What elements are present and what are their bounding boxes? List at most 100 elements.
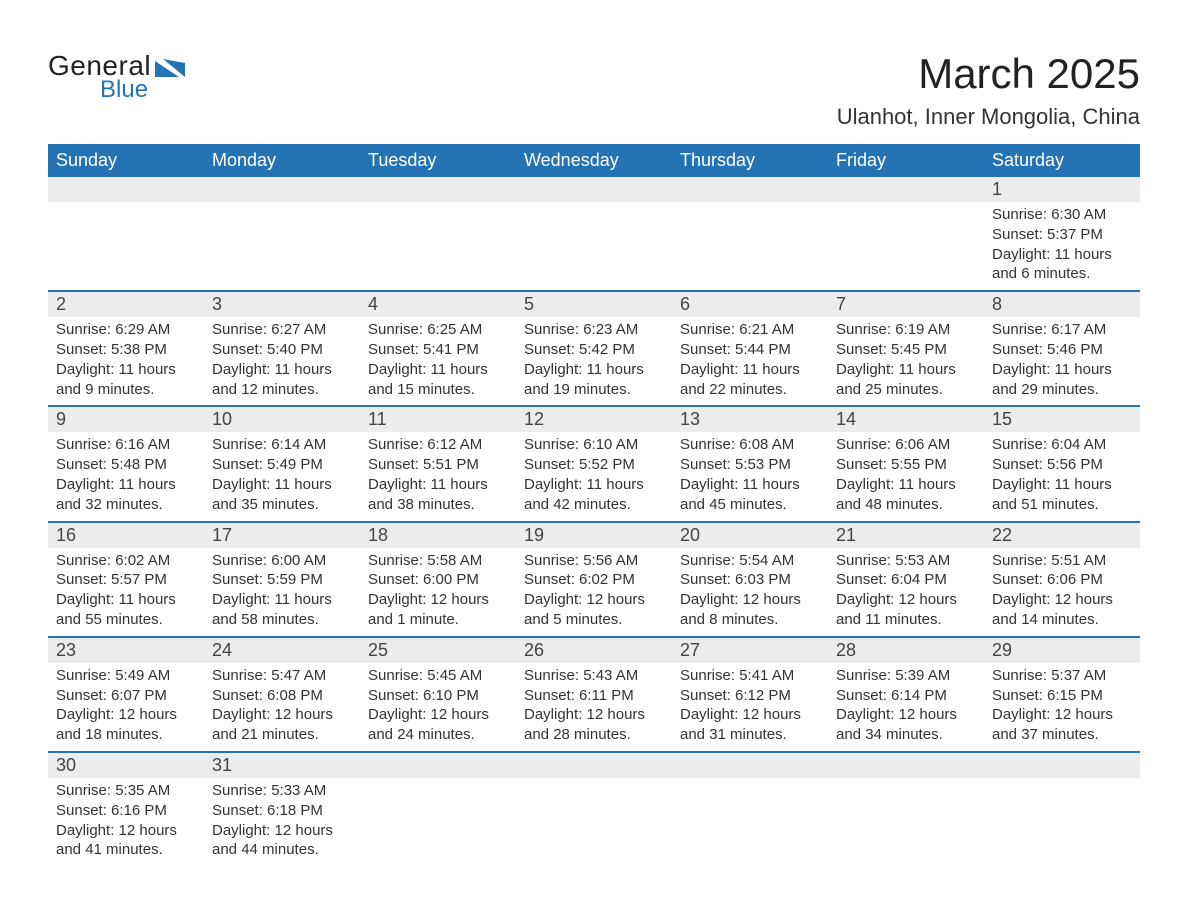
calendar-day-cell: 1Sunrise: 6:30 AMSunset: 5:37 PMDaylight… (984, 177, 1140, 291)
sunrise-value: 5:35 AM (115, 782, 170, 799)
sunrise-line: Sunrise: 5:33 AM (212, 781, 352, 801)
day-number: 5 (516, 292, 672, 317)
sunrise-value: 6:17 AM (1051, 321, 1106, 338)
sunset-label: Sunset: (680, 341, 735, 358)
calendar-day-cell: 15Sunrise: 6:04 AMSunset: 5:56 PMDayligh… (984, 406, 1140, 521)
sunrise-label: Sunrise: (992, 436, 1051, 453)
weekday-header: Sunday (48, 144, 204, 177)
daylight-line: Daylight: 12 hours and 37 minutes. (992, 705, 1132, 745)
day-details: Sunrise: 5:47 AMSunset: 6:08 PMDaylight:… (204, 663, 360, 751)
daylight-line: Daylight: 12 hours and 8 minutes. (680, 590, 820, 630)
daylight-line: Daylight: 11 hours and 35 minutes. (212, 475, 352, 515)
daylight-line: Daylight: 11 hours and 29 minutes. (992, 360, 1132, 400)
daylight-label: Daylight: (524, 706, 587, 723)
sunrise-value: 6:12 AM (427, 436, 482, 453)
day-details (516, 778, 672, 854)
daylight-line: Daylight: 11 hours and 15 minutes. (368, 360, 508, 400)
day-number: 18 (360, 523, 516, 548)
daylight-line: Daylight: 11 hours and 55 minutes. (56, 590, 196, 630)
day-details (672, 778, 828, 854)
day-number: 14 (828, 407, 984, 432)
calendar-table: SundayMondayTuesdayWednesdayThursdayFrid… (48, 144, 1140, 866)
sunrise-value: 5:51 AM (1051, 552, 1106, 569)
sunrise-value: 6:06 AM (895, 436, 950, 453)
sunrise-line: Sunrise: 5:41 AM (680, 666, 820, 686)
daylight-line: Daylight: 12 hours and 24 minutes. (368, 705, 508, 745)
calendar-day-cell: 11Sunrise: 6:12 AMSunset: 5:51 PMDayligh… (360, 406, 516, 521)
sunset-value: 5:49 PM (267, 456, 323, 473)
sunset-value: 5:45 PM (891, 341, 947, 358)
daylight-line: Daylight: 11 hours and 45 minutes. (680, 475, 820, 515)
sunset-value: 6:03 PM (735, 571, 791, 588)
calendar-day-cell: 24Sunrise: 5:47 AMSunset: 6:08 PMDayligh… (204, 637, 360, 752)
sunrise-label: Sunrise: (56, 667, 115, 684)
sunrise-label: Sunrise: (212, 667, 271, 684)
daylight-line: Daylight: 11 hours and 19 minutes. (524, 360, 664, 400)
calendar-day-cell: 2Sunrise: 6:29 AMSunset: 5:38 PMDaylight… (48, 291, 204, 406)
sunrise-line: Sunrise: 5:35 AM (56, 781, 196, 801)
day-details: Sunrise: 6:06 AMSunset: 5:55 PMDaylight:… (828, 432, 984, 520)
daylight-label: Daylight: (680, 706, 743, 723)
day-number: 8 (984, 292, 1140, 317)
day-number: 30 (48, 753, 204, 778)
day-details: Sunrise: 5:51 AMSunset: 6:06 PMDaylight:… (984, 548, 1140, 636)
daylight-line: Daylight: 12 hours and 28 minutes. (524, 705, 664, 745)
day-details (828, 202, 984, 278)
sunrise-value: 6:27 AM (271, 321, 326, 338)
calendar-day-cell: 25Sunrise: 5:45 AMSunset: 6:10 PMDayligh… (360, 637, 516, 752)
calendar-day-cell (48, 177, 204, 291)
sunset-value: 6:12 PM (735, 687, 791, 704)
sunrise-line: Sunrise: 6:30 AM (992, 205, 1132, 225)
sunrise-label: Sunrise: (368, 321, 427, 338)
calendar-day-cell: 22Sunrise: 5:51 AMSunset: 6:06 PMDayligh… (984, 522, 1140, 637)
day-details: Sunrise: 5:45 AMSunset: 6:10 PMDaylight:… (360, 663, 516, 751)
page-header: General Blue March 2025 Ulanhot, Inner M… (48, 50, 1140, 130)
daylight-line: Daylight: 11 hours and 22 minutes. (680, 360, 820, 400)
sunset-value: 6:18 PM (267, 802, 323, 819)
calendar-day-cell (828, 752, 984, 866)
day-number: 22 (984, 523, 1140, 548)
daylight-label: Daylight: (212, 591, 275, 608)
sunset-line: Sunset: 6:18 PM (212, 801, 352, 821)
calendar-day-cell: 8Sunrise: 6:17 AMSunset: 5:46 PMDaylight… (984, 291, 1140, 406)
sunrise-label: Sunrise: (368, 552, 427, 569)
sunset-label: Sunset: (992, 687, 1047, 704)
calendar-day-cell: 7Sunrise: 6:19 AMSunset: 5:45 PMDaylight… (828, 291, 984, 406)
daylight-line: Daylight: 12 hours and 14 minutes. (992, 590, 1132, 630)
calendar-week-row: 9Sunrise: 6:16 AMSunset: 5:48 PMDaylight… (48, 406, 1140, 521)
day-details (48, 202, 204, 278)
sunset-label: Sunset: (56, 802, 111, 819)
day-details: Sunrise: 6:25 AMSunset: 5:41 PMDaylight:… (360, 317, 516, 405)
day-details: Sunrise: 6:21 AMSunset: 5:44 PMDaylight:… (672, 317, 828, 405)
sunrise-label: Sunrise: (836, 552, 895, 569)
daylight-label: Daylight: (524, 591, 587, 608)
sunset-label: Sunset: (212, 341, 267, 358)
sunset-label: Sunset: (212, 802, 267, 819)
sunrise-value: 5:43 AM (583, 667, 638, 684)
sunset-line: Sunset: 6:08 PM (212, 686, 352, 706)
calendar-day-cell (360, 752, 516, 866)
day-details: Sunrise: 6:30 AMSunset: 5:37 PMDaylight:… (984, 202, 1140, 290)
daylight-label: Daylight: (524, 361, 587, 378)
sunrise-value: 6:21 AM (739, 321, 794, 338)
daylight-line: Daylight: 11 hours and 51 minutes. (992, 475, 1132, 515)
sunset-value: 5:37 PM (1047, 226, 1103, 243)
day-details: Sunrise: 5:49 AMSunset: 6:07 PMDaylight:… (48, 663, 204, 751)
sunrise-value: 6:23 AM (583, 321, 638, 338)
sunrise-line: Sunrise: 6:10 AM (524, 435, 664, 455)
calendar-day-cell: 6Sunrise: 6:21 AMSunset: 5:44 PMDaylight… (672, 291, 828, 406)
sunset-line: Sunset: 5:49 PM (212, 455, 352, 475)
daylight-line: Daylight: 11 hours and 48 minutes. (836, 475, 976, 515)
sunset-line: Sunset: 5:55 PM (836, 455, 976, 475)
sunset-line: Sunset: 6:10 PM (368, 686, 508, 706)
day-number (672, 177, 828, 202)
weekday-header: Tuesday (360, 144, 516, 177)
daylight-label: Daylight: (56, 591, 119, 608)
daylight-line: Daylight: 11 hours and 6 minutes. (992, 245, 1132, 285)
sunset-line: Sunset: 6:06 PM (992, 570, 1132, 590)
daylight-label: Daylight: (56, 706, 119, 723)
daylight-label: Daylight: (836, 706, 899, 723)
sunrise-label: Sunrise: (680, 552, 739, 569)
calendar-day-cell: 26Sunrise: 5:43 AMSunset: 6:11 PMDayligh… (516, 637, 672, 752)
sunset-label: Sunset: (836, 341, 891, 358)
